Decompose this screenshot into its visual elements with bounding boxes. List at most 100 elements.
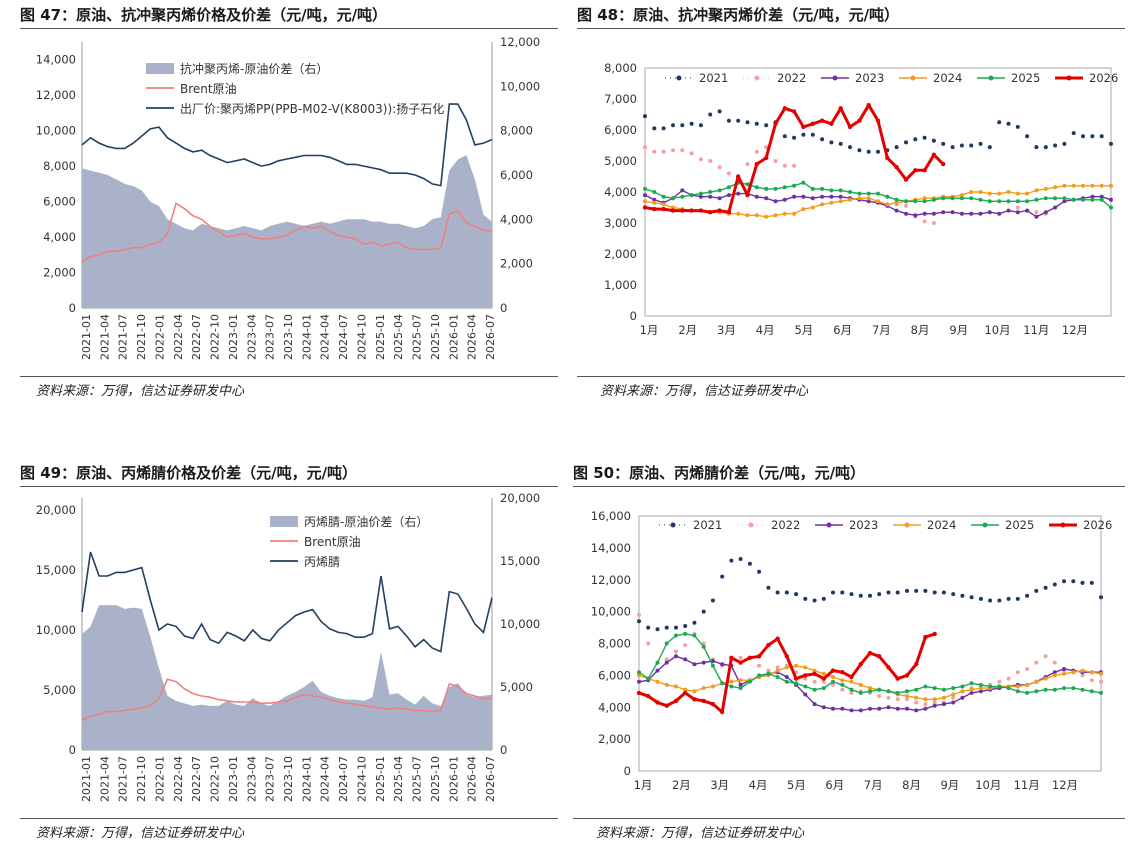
c50-point-2022 (646, 641, 651, 646)
c48-point-2024 (801, 207, 806, 212)
c48-point-2021 (810, 132, 815, 137)
c50-point-2023 (664, 660, 669, 665)
c48-point-2023 (643, 193, 647, 198)
c48-point-2023 (1006, 208, 1011, 213)
c48-point-2023 (987, 210, 992, 215)
c48-point-2026 (782, 106, 787, 111)
c50-point-2024 (1071, 670, 1076, 675)
c50-point-2025 (951, 686, 956, 691)
panel-48-title: 图 48：原油、抗冲聚丙烯价差（元/吨，元/吨） (577, 6, 900, 24)
c48-point-2025 (680, 194, 685, 199)
c50-legend-label-2025: 2025 (1005, 518, 1034, 532)
c50-point-2024 (692, 689, 697, 694)
c48-point-2023 (829, 194, 834, 199)
c50-point-2025 (738, 686, 743, 691)
panel-50-source: 资料来源：万得，信达证券研发中心 (596, 826, 805, 841)
c48-legend-label-2023: 2023 (855, 71, 884, 85)
c50-point-2024 (1080, 668, 1085, 673)
c48-x-tick: 5月 (794, 323, 813, 337)
c49-y-right-tick: 0 (500, 743, 507, 757)
c50-point-2025 (988, 684, 993, 689)
c50-point-2022 (932, 700, 937, 705)
c50-point-2021 (738, 557, 743, 561)
c50-point-2023 (895, 706, 900, 711)
c48-point-2025 (894, 197, 899, 202)
c50-point-2025 (729, 684, 734, 689)
c50-legend-label-2021: 2021 (693, 518, 722, 532)
c50-point-2022 (877, 694, 882, 699)
c48-x-tick: 7月 (872, 323, 891, 337)
c48-point-2025 (838, 188, 843, 193)
c48-point-2024 (1025, 191, 1030, 196)
c48-point-2021 (782, 134, 787, 139)
c48-point-2026 (866, 103, 871, 108)
c48-point-2025 (698, 191, 703, 196)
c48-point-2023 (773, 199, 778, 204)
c48-point-2026 (708, 210, 713, 215)
c50-point-2025 (664, 641, 669, 646)
c48-point-2021 (894, 145, 899, 150)
c49-x-tick: 2024-04 (319, 756, 332, 802)
c50-point-2026 (646, 693, 651, 699)
c50-x-tick: 6月 (825, 778, 844, 792)
c47-y-right-tick: 8,000 (500, 124, 533, 138)
c48-point-2023 (866, 199, 871, 204)
panel-47-title-rule (20, 28, 558, 29)
c48-point-2025 (792, 183, 797, 188)
c48-point-2024 (764, 214, 769, 219)
c50-point-2025 (932, 686, 937, 691)
c49-x-tick: 2023-04 (245, 756, 258, 802)
c50-point-2023 (905, 706, 909, 711)
c48-point-2023 (698, 194, 703, 199)
c48-x-tick: 1月 (640, 323, 659, 337)
c50-point-2025 (941, 687, 946, 692)
c50-point-2023 (655, 668, 660, 673)
c47-y-left-tick: 0 (69, 301, 76, 315)
c50-point-2021 (720, 574, 725, 579)
c48-point-2025 (773, 186, 778, 191)
c47-y-left-tick: 4,000 (43, 230, 76, 244)
c50-point-2026 (636, 690, 642, 696)
c50-point-2022 (683, 643, 688, 648)
c47-x-tick: 2026-01 (447, 314, 460, 360)
c47-legend-swatch-spread (146, 63, 174, 74)
c48-x-tick: 4月 (756, 323, 775, 337)
c48-x-tick: 10月 (984, 323, 1010, 337)
c50-point-2024 (868, 686, 872, 691)
c48-point-2026 (913, 168, 918, 173)
c48-point-2023 (1062, 199, 1067, 204)
c48-point-2021 (1043, 145, 1048, 150)
c48-point-2022 (698, 157, 703, 162)
c50-point-2023 (1052, 670, 1057, 675)
c50-point-2026 (923, 634, 928, 640)
c50-point-2026 (756, 654, 762, 659)
c48-point-2023 (941, 210, 946, 215)
c48-point-2021 (959, 143, 964, 148)
c50-point-2024 (932, 697, 937, 702)
c48-point-2021 (726, 118, 731, 123)
c50-x-tick: 5月 (787, 778, 806, 792)
c50-point-2024 (655, 679, 660, 684)
c48-point-2025 (959, 196, 964, 201)
c48-point-2025 (913, 199, 918, 204)
c50-point-2024 (1089, 670, 1094, 675)
c50-point-2022 (821, 679, 826, 684)
c48-legend-label-2022: 2022 (777, 71, 806, 85)
c49-x-tick: 2022-04 (172, 756, 185, 802)
c50-point-2025 (720, 681, 725, 686)
c48-point-2021 (1099, 134, 1104, 139)
c50-point-2023 (710, 659, 715, 663)
c48-point-2021 (922, 135, 927, 140)
c48-legend-marker-2023 (832, 75, 838, 81)
c48-point-2021 (1025, 134, 1030, 139)
c48-point-2024 (885, 202, 890, 207)
c48-point-2025 (997, 199, 1002, 204)
c49-x-tick: 2021-10 (135, 756, 148, 802)
c50-point-2022 (1043, 654, 1048, 659)
c50-point-2026 (784, 654, 789, 659)
c48-point-2025 (782, 185, 787, 190)
c48-point-2025 (661, 194, 666, 199)
c48-point-2023 (764, 196, 769, 201)
c50-point-2022 (1052, 660, 1057, 665)
c49-x-tick: 2024-07 (337, 756, 350, 802)
